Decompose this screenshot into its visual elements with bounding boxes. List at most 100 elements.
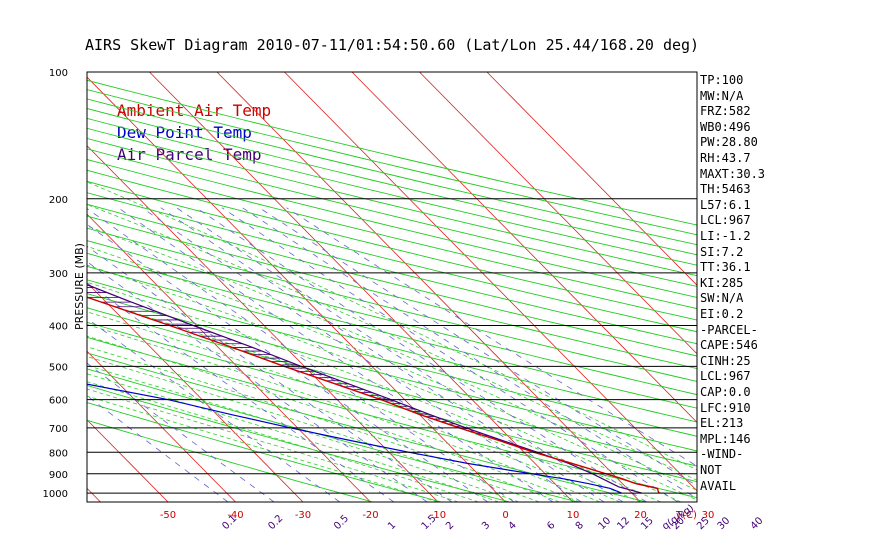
bottom-temp-tick-label: -40: [227, 510, 243, 521]
mixing-ratio-tick-label: 6: [545, 520, 557, 532]
moist-adiabat-line: [87, 311, 621, 502]
index-label: AVAIL: [700, 478, 737, 493]
mixing-ratio-tick-label: 2: [444, 520, 456, 532]
dry-adiabat-line: [87, 192, 697, 345]
bottom-temp-tick-label: 20: [634, 510, 647, 521]
mixing-ratio-tick-label: 0.5: [332, 513, 351, 532]
moist-adiabat-line: [87, 381, 479, 502]
isotherm-line: [87, 282, 304, 502]
mixing-ratio-line: [87, 261, 428, 502]
mixing-ratio-line: [87, 362, 275, 502]
index-label: CAPE:546: [700, 338, 758, 353]
bottom-temp-tick-label: 0: [502, 510, 508, 521]
index-label: TP:100: [700, 73, 744, 87]
moist-adiabat-line: [87, 395, 439, 502]
chart-title: AIRS SkewT Diagram 2010-07-11/01:54:50.6…: [85, 36, 700, 54]
index-label: WB0:496: [700, 119, 751, 134]
pressure-tick-label: 400: [49, 322, 68, 333]
bottom-temp-tick-label: 30: [702, 510, 715, 521]
moist-adiabat-line: [87, 204, 697, 481]
isotherm-line: [87, 145, 439, 502]
index-label: EI:0.2: [700, 307, 744, 321]
dry-adiabat-line: [87, 240, 697, 396]
ambient-air-temp-line: [87, 296, 660, 494]
plot-frame: [86, 71, 698, 503]
moist-adiabat-line: [87, 365, 520, 502]
pressure-tick-label: 800: [49, 448, 68, 459]
mixing-ratio-line: [160, 207, 605, 502]
dry-adiabat-line: [87, 227, 697, 382]
dry-adiabat-line: [87, 137, 697, 287]
pressure-tick-label: 300: [49, 269, 68, 280]
mixing-ratio-tick-label: 30: [716, 515, 733, 532]
pressure-tick-label: 100: [49, 68, 68, 79]
mixing-ratio-line: [87, 208, 515, 502]
index-label: EL:213: [700, 416, 744, 431]
index-label: NOT: [700, 463, 722, 477]
index-label: LFC:910: [700, 400, 751, 415]
dry-adiabat-line: [87, 252, 697, 409]
mixing-ratio-line: [286, 207, 697, 467]
dry-adiabat-line: [87, 307, 697, 467]
index-label: MW:N/A: [700, 88, 744, 103]
pressure-tick-label: 200: [49, 195, 68, 206]
isotherm-line: [284, 72, 697, 492]
pressure-tick-label: 600: [49, 396, 68, 407]
index-label: -WIND-: [700, 447, 744, 462]
dry-adiabat-line: [87, 384, 510, 502]
index-label: SI:7.2: [700, 244, 744, 259]
index-label: KI:285: [700, 275, 744, 290]
isotherm-line: [149, 72, 574, 502]
isotherm-line: [87, 350, 236, 502]
mixing-ratio-tick-label: 12: [615, 515, 632, 532]
mixing-ratio-line: [87, 282, 395, 502]
index-label: RH:43.7: [700, 151, 751, 165]
index-label: TH:5463: [700, 182, 751, 197]
dry-adiabat-line: [87, 419, 374, 502]
isotherm-line: [87, 419, 169, 502]
bottom-temp-tick-label: -50: [160, 510, 176, 521]
mixing-ratio-line: [141, 207, 582, 502]
isotherm-line: [216, 72, 641, 502]
pressure-tick-label: 1000: [43, 489, 68, 500]
dry-adiabat-line: [87, 117, 697, 266]
bottom-temp-unit-label: T(C): [675, 510, 697, 521]
index-label: L57:6.1: [700, 197, 751, 212]
dry-adiabat-line: [87, 321, 697, 483]
moist-adiabat-line: [87, 225, 697, 491]
mixing-ratio-tick-label: 3: [480, 520, 492, 532]
bottom-temp-tick-label: -20: [362, 510, 378, 521]
dry-adiabat-line: [87, 265, 697, 423]
isotherm-line: [419, 72, 697, 355]
dry-adiabat-line: [87, 293, 697, 452]
index-label: CAP:0.0: [700, 385, 751, 399]
moist-adiabat-line: [87, 264, 682, 502]
dew-point-temp-line: [87, 383, 622, 494]
mixing-ratio-tick-label: 4: [507, 520, 519, 532]
dry-adiabat-line: [87, 402, 442, 502]
dry-adiabat-line: [87, 169, 697, 321]
mixing-ratio-tick-label: 1: [386, 520, 398, 532]
mixing-ratio-tick-label: 10: [596, 515, 613, 532]
index-label: CINH:25: [700, 353, 751, 368]
dry-adiabat-line: [87, 148, 697, 298]
moist-adiabat-line: [87, 388, 459, 502]
isotherm-line: [486, 72, 697, 286]
isotherm-line: [87, 487, 101, 502]
mixing-ratio-line: [87, 317, 341, 502]
legend-dew-point-temp: Dew Point Temp: [117, 123, 252, 142]
cape-hatch: [87, 287, 551, 458]
dry-adiabat-line: [87, 159, 697, 310]
mixing-ratio-line: [259, 207, 697, 487]
index-label: SW:N/A: [700, 291, 744, 306]
index-label: LCL:967: [700, 369, 751, 384]
dry-adiabat-line: [87, 203, 697, 357]
mixing-ratio-line: [195, 207, 647, 502]
dry-adiabat-line: [87, 336, 697, 499]
index-label: FRZ:582: [700, 104, 751, 119]
isotherm-line: [87, 213, 371, 502]
mixing-ratio-line: [221, 207, 679, 502]
mixing-ratio-tick-label: 0.2: [266, 513, 285, 532]
isotherm-line: [0, 72, 33, 502]
pressure-tick-label: 700: [49, 424, 68, 435]
